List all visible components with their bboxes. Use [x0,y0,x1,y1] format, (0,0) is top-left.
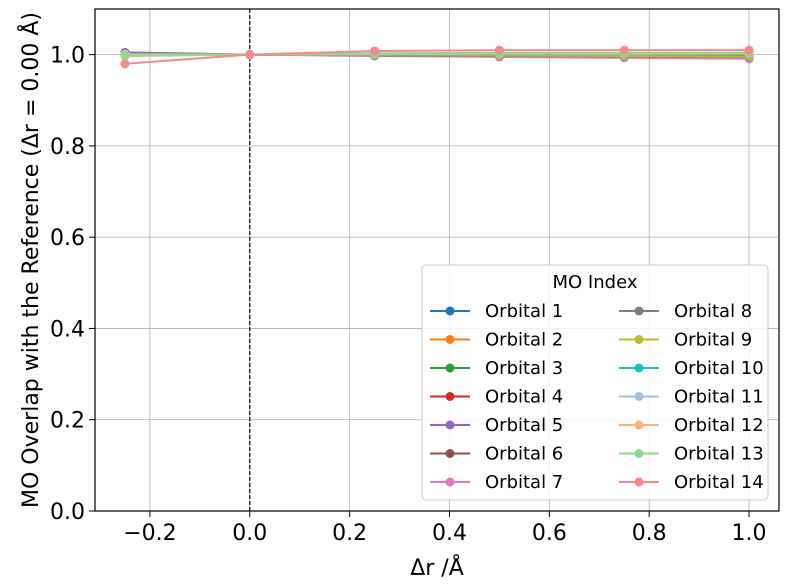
data-point [619,45,629,55]
legend-swatch-marker [445,363,455,373]
x-tick-label: 0.6 [532,521,567,546]
legend-swatch-marker [445,306,455,316]
legend-swatch-marker [634,363,644,373]
legend-item: Orbital 14 [619,472,764,493]
series-group [120,45,754,69]
legend-label: Orbital 12 [674,415,764,436]
legend-item: Orbital 12 [619,415,764,436]
data-point [370,46,380,56]
y-axis-label: MO Overlap with the Reference (Δr = 0.00… [17,12,44,508]
y-tick-label: 0.8 [50,135,85,160]
legend-label: Orbital 3 [485,358,563,379]
legend-swatch-marker [634,335,644,344]
y-tick-label: 0.6 [50,226,85,251]
y-tick-label: 0.2 [50,409,85,434]
y-tick-label: 0.0 [50,500,85,525]
plot-frame [94,8,780,512]
legend-label: Orbital 8 [674,301,752,322]
legend-item: Orbital 3 [430,358,563,379]
legend-label: Orbital 7 [485,472,563,493]
legend-swatch-marker [634,420,644,430]
data-point [494,45,504,55]
legend-item: Orbital 4 [430,387,563,408]
legend-item: Orbital 1 [430,301,563,322]
series-line [124,51,750,58]
legend-item: Orbital 13 [619,444,764,465]
legend-swatch-marker [634,449,644,458]
x-axis-label: Δr /Å [410,554,464,581]
x-tick-label: −0.2 [123,521,176,546]
legend-label: Orbital 14 [674,472,764,493]
legend-box [421,264,769,501]
data-point [744,45,754,55]
legend-label: Orbital 10 [674,358,764,379]
legend-swatch-marker [445,420,455,430]
y-tick-label: 1.0 [50,44,85,69]
legend-swatch-marker [634,306,644,316]
data-point [120,51,130,61]
legend-item: Orbital 8 [619,301,752,322]
series-orbital-14 [120,45,754,69]
legend-label: Orbital 9 [674,330,752,351]
y-tick-label: 0.4 [50,317,85,342]
legend-item: Orbital 9 [619,330,752,351]
legend-label: Orbital 13 [674,444,764,465]
x-axis: −0.2 0.0 0.2 0.4 0.6 0.8 1.0 [123,511,767,546]
legend-item: Orbital 6 [430,444,563,465]
legend-swatch-marker [445,477,455,487]
legend-swatch-marker [445,449,455,458]
legend-swatch-marker [634,477,644,487]
legend-item: Orbital 10 [619,358,764,379]
legend-swatch-marker [445,335,455,344]
legend-label: Orbital 1 [485,301,563,322]
legend-label: Orbital 6 [485,444,563,465]
legend-item: Orbital 2 [430,330,563,351]
legend-item: Orbital 7 [430,472,563,493]
x-tick-label: 0.4 [432,521,467,546]
data-point [120,59,130,69]
legend-label: Orbital 5 [485,415,563,436]
series-line [124,49,750,65]
legend-swatch-marker [445,392,455,401]
x-tick-label: 0.2 [332,521,367,546]
legend-title: MO Index [553,272,638,293]
data-point [245,50,255,60]
x-tick-label: 1.0 [732,521,767,546]
x-tick-label: 0.0 [232,521,267,546]
legend-item: Orbital 5 [430,415,563,436]
legend-label: Orbital 11 [674,387,764,408]
legend-items: Orbital 1 Orbital 2 Orbital 3 Orbital 4 Orbi… [430,301,764,493]
legend-item: Orbital 11 [619,387,764,408]
x-tick-label: 0.8 [632,521,667,546]
legend-swatch-marker [634,392,644,401]
y-axis: 0.0 0.2 0.4 0.6 0.8 1.0 [50,44,95,525]
legend-label: Orbital 4 [485,387,563,408]
legend-label: Orbital 2 [485,330,563,351]
